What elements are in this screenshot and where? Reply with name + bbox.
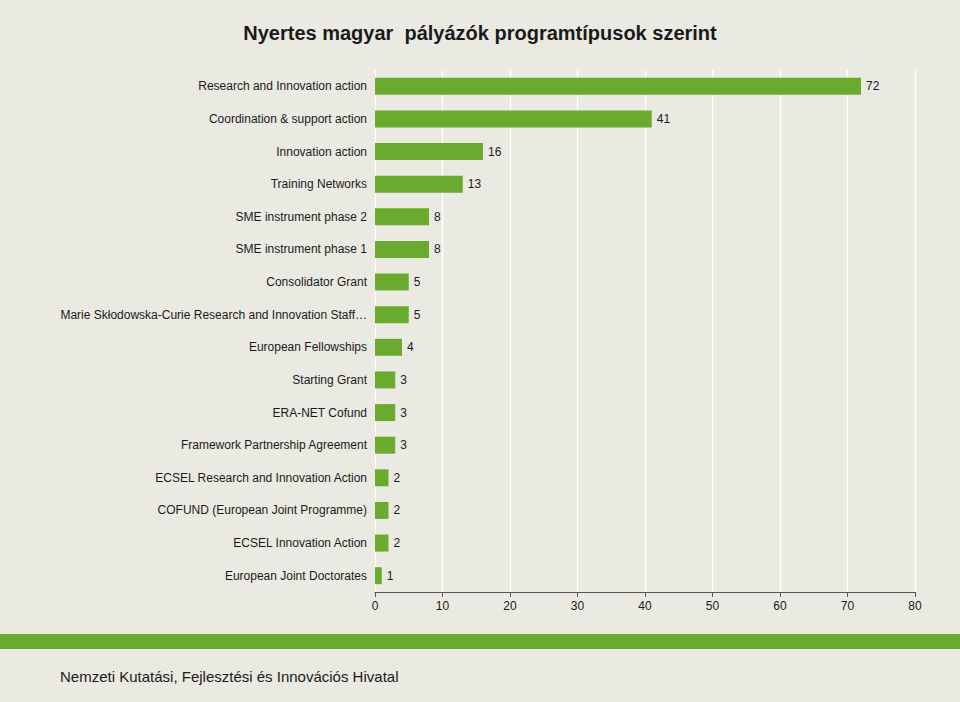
svg-text:2: 2 bbox=[394, 536, 401, 550]
svg-text:COFUND (European Joint Program: COFUND (European Joint Programme) bbox=[158, 503, 367, 517]
svg-text:SME instrument phase 1: SME instrument phase 1 bbox=[236, 242, 368, 256]
svg-text:3: 3 bbox=[400, 438, 407, 452]
svg-text:Innovation action: Innovation action bbox=[276, 145, 367, 159]
svg-text:3: 3 bbox=[400, 373, 407, 387]
svg-text:Marie Skłodowska-Curie Researc: Marie Skłodowska-Curie Research and Inno… bbox=[60, 308, 367, 322]
svg-text:70: 70 bbox=[841, 599, 855, 613]
svg-text:50: 50 bbox=[706, 599, 720, 613]
svg-text:Nyertes magyar pályázók progr: Nyertes magyar pályázók programtípusok s… bbox=[243, 22, 717, 44]
svg-text:Framework Partnership Agreemen: Framework Partnership Agreement bbox=[181, 438, 368, 452]
svg-text:Starting Grant: Starting Grant bbox=[292, 373, 367, 387]
svg-text:40: 40 bbox=[638, 599, 652, 613]
svg-text:41: 41 bbox=[657, 112, 671, 126]
svg-text:8: 8 bbox=[434, 210, 441, 224]
svg-text:10: 10 bbox=[436, 599, 450, 613]
svg-text:5: 5 bbox=[414, 275, 421, 289]
svg-text:5: 5 bbox=[414, 308, 421, 322]
svg-text:ECSEL Innovation Action: ECSEL Innovation Action bbox=[233, 536, 367, 550]
svg-text:Consolidator Grant: Consolidator Grant bbox=[266, 275, 367, 289]
svg-text:SME instrument phase 2: SME instrument phase 2 bbox=[236, 210, 368, 224]
svg-text:Training Networks: Training Networks bbox=[271, 177, 367, 191]
svg-text:European Joint Doctorates: European Joint Doctorates bbox=[225, 569, 367, 583]
svg-text:ERA-NET Cofund: ERA-NET Cofund bbox=[273, 406, 367, 420]
svg-text:Nemzeti Kutatási, Fejlesztési: Nemzeti Kutatási, Fejlesztési és Innovác… bbox=[60, 668, 398, 685]
svg-text:2: 2 bbox=[394, 503, 401, 517]
svg-text:3: 3 bbox=[400, 406, 407, 420]
svg-text:8: 8 bbox=[434, 242, 441, 256]
svg-text:Research and Innovation action: Research and Innovation action bbox=[198, 79, 367, 93]
svg-text:1: 1 bbox=[387, 569, 394, 583]
svg-text:2: 2 bbox=[394, 471, 401, 485]
svg-text:60: 60 bbox=[773, 599, 787, 613]
svg-text:72: 72 bbox=[866, 79, 880, 93]
svg-text:4: 4 bbox=[407, 340, 414, 354]
svg-text:80: 80 bbox=[908, 599, 922, 613]
svg-text:ECSEL Research and Innovation: ECSEL Research and Innovation Action bbox=[155, 471, 367, 485]
svg-text:13: 13 bbox=[468, 177, 482, 191]
svg-text:30: 30 bbox=[571, 599, 585, 613]
svg-text:0: 0 bbox=[372, 599, 379, 613]
svg-text:16: 16 bbox=[488, 145, 502, 159]
svg-text:20: 20 bbox=[503, 599, 517, 613]
svg-text:European Fellowships: European Fellowships bbox=[249, 340, 367, 354]
svg-text:Coordination & support action: Coordination & support action bbox=[209, 112, 367, 126]
